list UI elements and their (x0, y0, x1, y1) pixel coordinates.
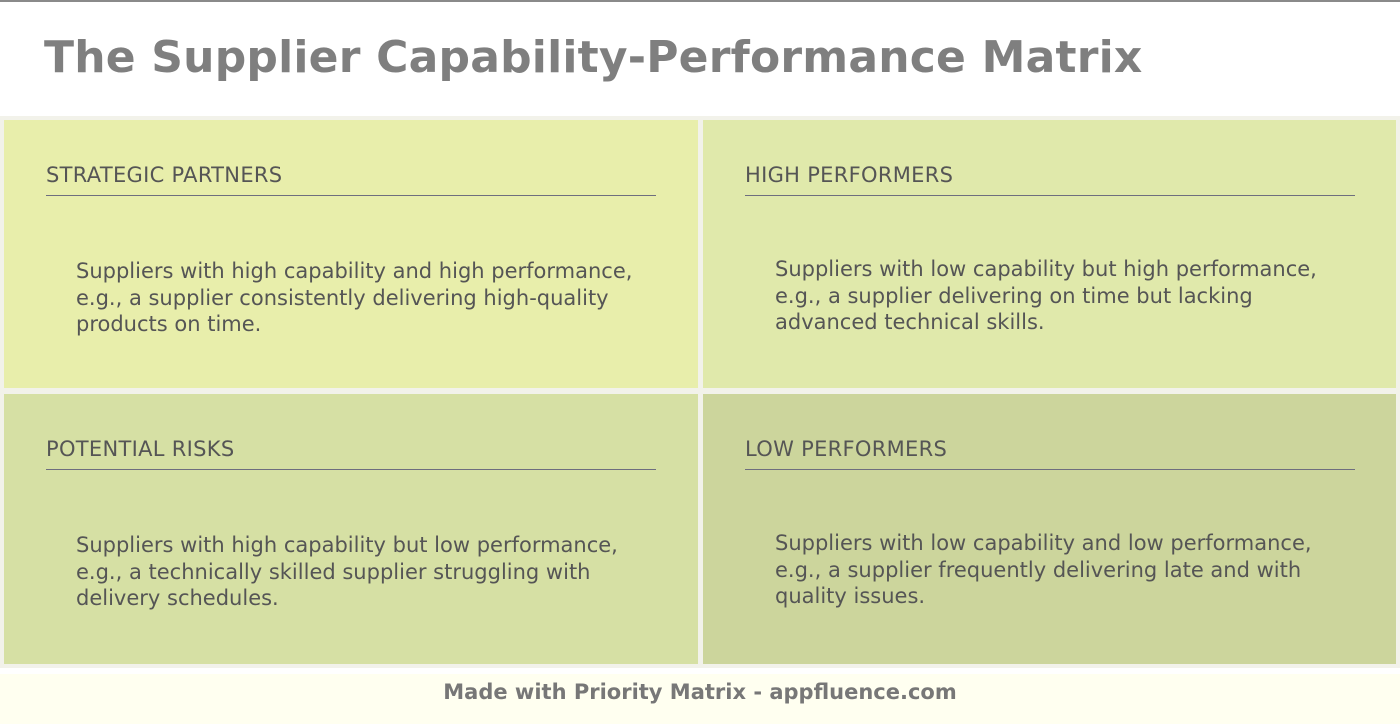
quadrant-description: Suppliers with high capability and high … (76, 259, 633, 336)
quadrant-header: LOW PERFORMERS (745, 436, 1355, 470)
quadrant-title: LOW PERFORMERS (745, 437, 948, 461)
quadrant-title: HIGH PERFORMERS (745, 163, 954, 187)
quadrant-low-performers: LOW PERFORMERS Suppliers with low capabi… (703, 394, 1396, 664)
quadrant-header: POTENTIAL RISKS (46, 436, 656, 470)
quadrant-potential-risks: POTENTIAL RISKS Suppliers with high capa… (4, 394, 698, 664)
footer: Made with Priority Matrix - appfluence.c… (0, 674, 1400, 724)
page-title: The Supplier Capability-Performance Matr… (44, 32, 1143, 83)
quadrant-header: HIGH PERFORMERS (745, 162, 1355, 196)
quadrant-description: Suppliers with low capability but high p… (775, 257, 1317, 334)
quadrant-header: STRATEGIC PARTNERS (46, 162, 656, 196)
title-bar: The Supplier Capability-Performance Matr… (0, 2, 1400, 116)
quadrant-title: POTENTIAL RISKS (46, 437, 235, 461)
quadrant-high-performers: HIGH PERFORMERS Suppliers with low capab… (703, 120, 1396, 388)
quadrant-strategic-partners: STRATEGIC PARTNERS Suppliers with high c… (4, 120, 698, 388)
quadrant-title: STRATEGIC PARTNERS (46, 163, 283, 187)
quadrant-description: Suppliers with high capability but low p… (76, 533, 618, 610)
matrix-grid: STRATEGIC PARTNERS Suppliers with high c… (0, 116, 1400, 668)
quadrant-description: Suppliers with low capability and low pe… (775, 531, 1312, 608)
footer-credit: Made with Priority Matrix - appfluence.c… (443, 680, 957, 704)
